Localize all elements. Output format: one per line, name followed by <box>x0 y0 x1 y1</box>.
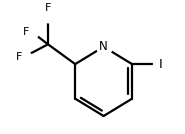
Text: F: F <box>45 3 51 13</box>
Text: F: F <box>16 52 22 62</box>
Text: I: I <box>159 58 162 71</box>
Text: N: N <box>99 40 108 53</box>
Text: F: F <box>23 27 29 37</box>
